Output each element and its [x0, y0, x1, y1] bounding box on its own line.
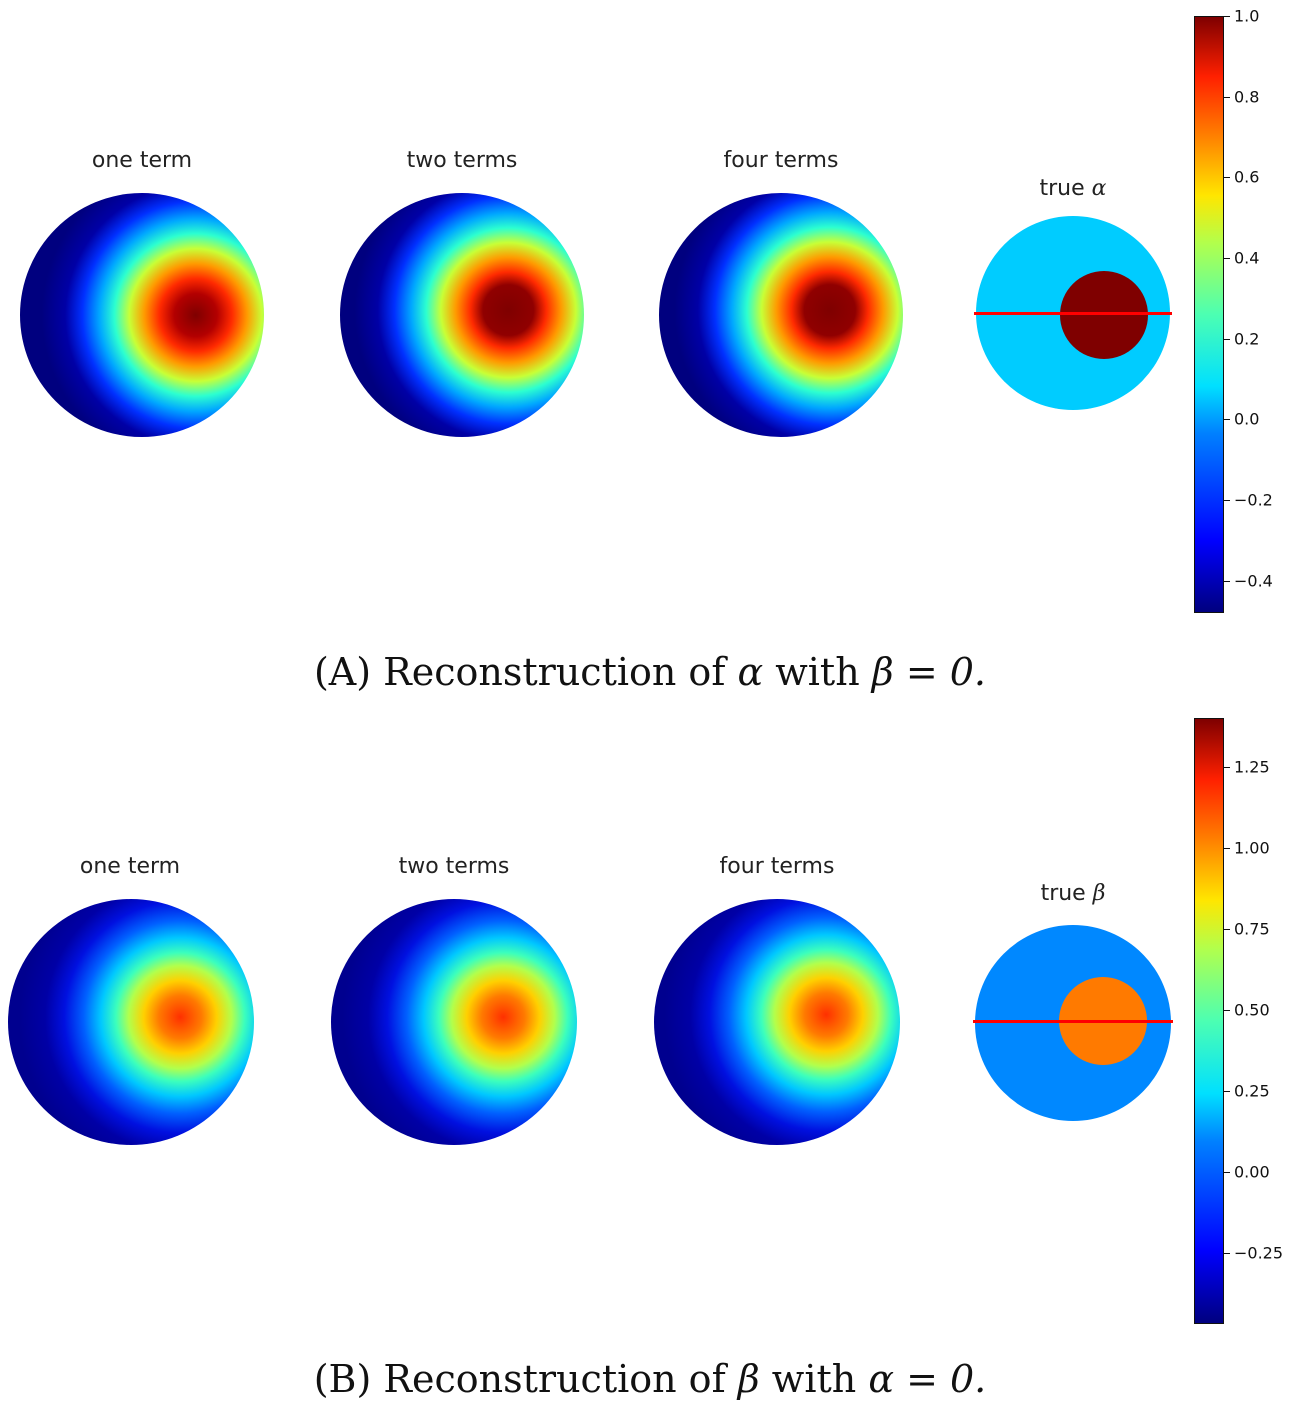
caption-a: (A) Reconstruction of α with β = 0.	[0, 650, 1300, 694]
caption-b-symbol: β	[737, 1357, 760, 1401]
subplot-title-b-1: one term	[79, 854, 181, 879]
colorbar-a-tick-4	[1224, 258, 1230, 259]
colorbar-a-tick-label-7: 1.0	[1234, 6, 1260, 26]
colorbar-a	[1194, 16, 1224, 613]
colorbar-b-tick-2	[1224, 1091, 1230, 1092]
subplot-title-a-4-symbol: α	[1091, 176, 1107, 201]
reconstruction-disk-a-3	[659, 193, 903, 437]
colorbar-a-tick-label-0: −0.4	[1234, 571, 1273, 591]
caption-b-mid: with	[771, 1357, 857, 1401]
colorbar-b-tick-label-6: 1.25	[1234, 757, 1270, 777]
subplot-title-b-4-text: true	[1040, 881, 1086, 906]
caption-b-text: Reconstruction of	[383, 1357, 726, 1401]
true-field-disk-b	[975, 925, 1171, 1121]
colorbar-a-tick-label-1: −0.2	[1234, 490, 1273, 510]
subplot-title-a-4: true α	[1039, 176, 1106, 201]
caption-a-mid: with	[775, 650, 860, 694]
subplot-title-b-4-symbol: β	[1092, 881, 1106, 906]
caption-a-condition: β = 0.	[871, 650, 987, 694]
colorbar-a-tick-3	[1224, 339, 1230, 340]
reconstruction-disk-a-1	[20, 193, 264, 437]
colorbar-b-tick-label-4: 0.75	[1234, 919, 1270, 939]
colorbar-b-tick-3	[1224, 1010, 1230, 1011]
colorbar-b-tick-label-0: −0.25	[1234, 1243, 1284, 1263]
colorbar-a-tick-label-2: 0.0	[1234, 409, 1260, 429]
colorbar-b-tick-0	[1224, 1253, 1230, 1254]
reconstruction-disk-b-2	[331, 899, 577, 1145]
subplot-title-a-4-text: true	[1039, 176, 1085, 201]
colorbar-b-tick-4	[1224, 929, 1230, 930]
colorbar-a-tick-5	[1224, 177, 1230, 178]
reconstruction-disk-a-2	[340, 193, 584, 437]
colorbar-b-tick-label-5: 1.00	[1234, 838, 1270, 858]
subplot-title-a-2: two terms	[406, 148, 518, 173]
caption-a-text: Reconstruction of	[383, 650, 726, 694]
colorbar-a-tick-label-5: 0.6	[1234, 167, 1260, 187]
reconstruction-disk-b-1	[8, 899, 254, 1145]
colorbar-b-tick-5	[1224, 848, 1230, 849]
subplot-title-a-3: four terms	[723, 148, 839, 173]
transect-line-b	[973, 1020, 1173, 1023]
colorbar-b-tick-6	[1224, 767, 1230, 768]
colorbar-b-tick-1	[1224, 1172, 1230, 1173]
caption-b-condition: α = 0.	[868, 1357, 987, 1401]
inclusion-a	[1060, 271, 1148, 359]
colorbar-a-tick-label-4: 0.4	[1234, 248, 1260, 268]
colorbar-a-tick-0	[1224, 581, 1230, 582]
caption-a-symbol: α	[737, 650, 764, 694]
subplot-title-b-3: four terms	[719, 854, 835, 879]
colorbar-a-tick-7	[1224, 16, 1230, 17]
transect-line-a	[974, 312, 1172, 315]
subplot-title-b-2: two terms	[398, 854, 510, 879]
caption-b-label: (B)	[313, 1357, 372, 1401]
panel-b: one term two terms four terms true β −0.…	[0, 710, 1300, 1418]
panel-a: one term two terms four terms true α −0.…	[20, 6, 1273, 613]
colorbar-a-tick-2	[1224, 419, 1230, 420]
colorbar-b	[1194, 718, 1224, 1324]
colorbar-b-tick-label-1: 0.00	[1234, 1162, 1270, 1182]
colorbar-a-tick-label-6: 0.8	[1234, 87, 1260, 107]
colorbar-a-tick-1	[1224, 500, 1230, 501]
subplot-title-a-1: one term	[91, 148, 193, 173]
reconstruction-disk-b-3	[654, 899, 900, 1145]
caption-b: (B) Reconstruction of β with α = 0.	[0, 1357, 1300, 1401]
subplot-title-b-4: true β	[1041, 881, 1106, 906]
caption-a-label: (A)	[313, 650, 372, 694]
colorbar-a-tick-6	[1224, 97, 1230, 98]
colorbar-b-tick-label-2: 0.25	[1234, 1081, 1270, 1101]
colorbar-b-tick-label-3: 0.50	[1234, 1000, 1270, 1020]
colorbar-a-tick-label-3: 0.2	[1234, 329, 1260, 349]
